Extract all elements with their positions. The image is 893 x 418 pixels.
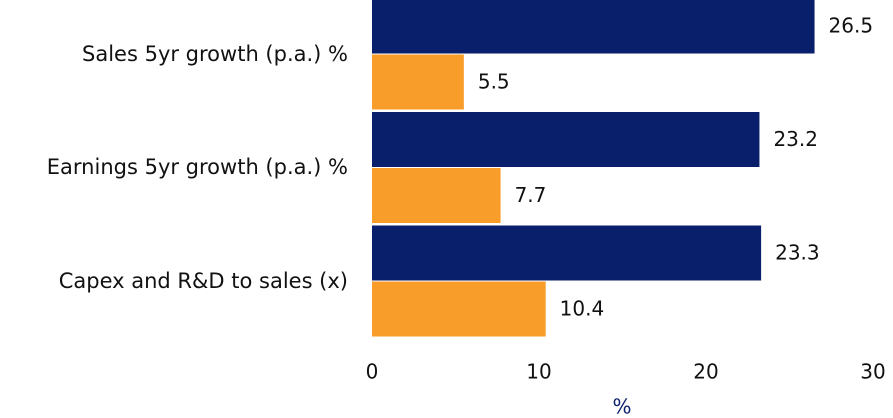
bar [372, 168, 501, 223]
y-tick-label: Sales 5yr growth (p.a.) % [82, 0, 348, 111]
value-label: 26.5 [829, 14, 874, 38]
category-text: Sales 5yr growth (p.a.) % [82, 41, 348, 66]
value-label: 7.7 [515, 183, 547, 207]
value-label: 23.2 [773, 127, 818, 151]
value-label: 23.3 [775, 241, 820, 265]
y-tick-label: Capex and R&D to sales (x) [59, 224, 348, 338]
y-tick-label: Earnings 5yr growth (p.a.) % [47, 111, 348, 225]
x-tick-label: 20 [693, 360, 718, 384]
bar [372, 0, 815, 54]
bar [372, 281, 546, 337]
bar [372, 54, 464, 110]
value-label: 10.4 [560, 297, 605, 321]
category-text: Capex and R&D to sales (x) [58, 268, 348, 293]
x-axis-label: % [612, 395, 631, 418]
bar [372, 225, 762, 281]
category-text: Earnings 5yr growth (p.a.) % [46, 155, 348, 180]
x-tick-label: 30 [860, 360, 885, 384]
x-tick-label: 0 [366, 360, 379, 384]
x-tick-label: 10 [526, 360, 551, 384]
bar [372, 112, 760, 167]
value-label: 5.5 [478, 70, 510, 94]
